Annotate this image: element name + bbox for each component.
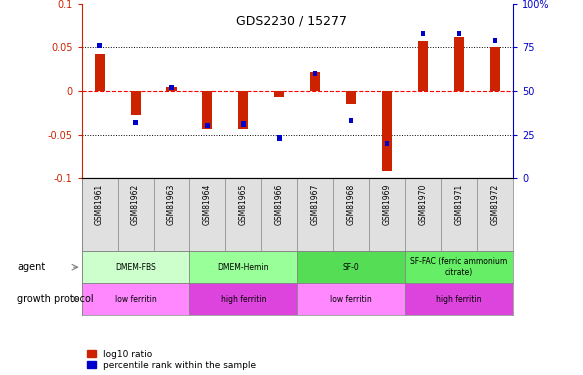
Text: growth protocol: growth protocol xyxy=(17,294,94,304)
Bar xyxy=(421,31,426,36)
Text: GSM81961: GSM81961 xyxy=(95,184,104,225)
Bar xyxy=(189,283,297,315)
Bar xyxy=(349,118,353,123)
Bar xyxy=(493,38,497,43)
Text: low ferritin: low ferritin xyxy=(115,295,156,304)
Text: SF-FAC (ferric ammonium
citrate): SF-FAC (ferric ammonium citrate) xyxy=(410,258,508,277)
Bar xyxy=(238,91,248,129)
Text: DMEM-FBS: DMEM-FBS xyxy=(115,262,156,272)
Bar xyxy=(405,251,513,283)
Bar xyxy=(131,91,141,116)
Bar xyxy=(297,283,405,315)
Text: GSM81964: GSM81964 xyxy=(203,184,212,225)
Text: GSM81963: GSM81963 xyxy=(167,184,176,225)
Bar xyxy=(205,123,210,128)
Bar xyxy=(97,43,102,48)
Bar xyxy=(94,54,104,91)
Bar xyxy=(418,41,428,91)
Text: high ferritin: high ferritin xyxy=(436,295,482,304)
Text: GSM81962: GSM81962 xyxy=(131,184,140,225)
Text: agent: agent xyxy=(17,262,45,272)
Bar xyxy=(241,122,245,127)
Text: GSM81971: GSM81971 xyxy=(455,184,463,225)
Bar xyxy=(202,91,212,129)
Bar xyxy=(134,120,138,125)
Bar xyxy=(82,251,189,283)
Bar xyxy=(167,87,177,91)
Bar xyxy=(405,283,513,315)
Bar xyxy=(189,251,297,283)
Bar xyxy=(385,141,389,146)
Text: GSM81970: GSM81970 xyxy=(419,184,428,225)
Bar xyxy=(457,31,461,36)
Bar xyxy=(82,283,189,315)
Bar xyxy=(310,72,320,91)
Bar xyxy=(297,251,405,283)
Text: GSM81969: GSM81969 xyxy=(382,184,392,225)
Bar xyxy=(275,91,285,97)
Text: GDS2230 / 15277: GDS2230 / 15277 xyxy=(236,15,347,28)
Bar xyxy=(277,135,282,141)
Bar xyxy=(454,37,464,91)
Text: GSM81966: GSM81966 xyxy=(275,184,284,225)
Text: DMEM-Hemin: DMEM-Hemin xyxy=(217,262,269,272)
Bar xyxy=(346,91,356,104)
Text: SF-0: SF-0 xyxy=(343,262,360,272)
Text: GSM81967: GSM81967 xyxy=(311,184,320,225)
Text: GSM81965: GSM81965 xyxy=(239,184,248,225)
Legend: log10 ratio, percentile rank within the sample: log10 ratio, percentile rank within the … xyxy=(86,349,257,370)
Text: high ferritin: high ferritin xyxy=(220,295,266,304)
Text: GSM81968: GSM81968 xyxy=(347,184,356,225)
Bar xyxy=(313,71,318,76)
Bar xyxy=(169,85,174,90)
Text: low ferritin: low ferritin xyxy=(331,295,372,304)
Bar xyxy=(382,91,392,171)
Bar xyxy=(490,47,500,91)
Text: GSM81972: GSM81972 xyxy=(490,184,500,225)
